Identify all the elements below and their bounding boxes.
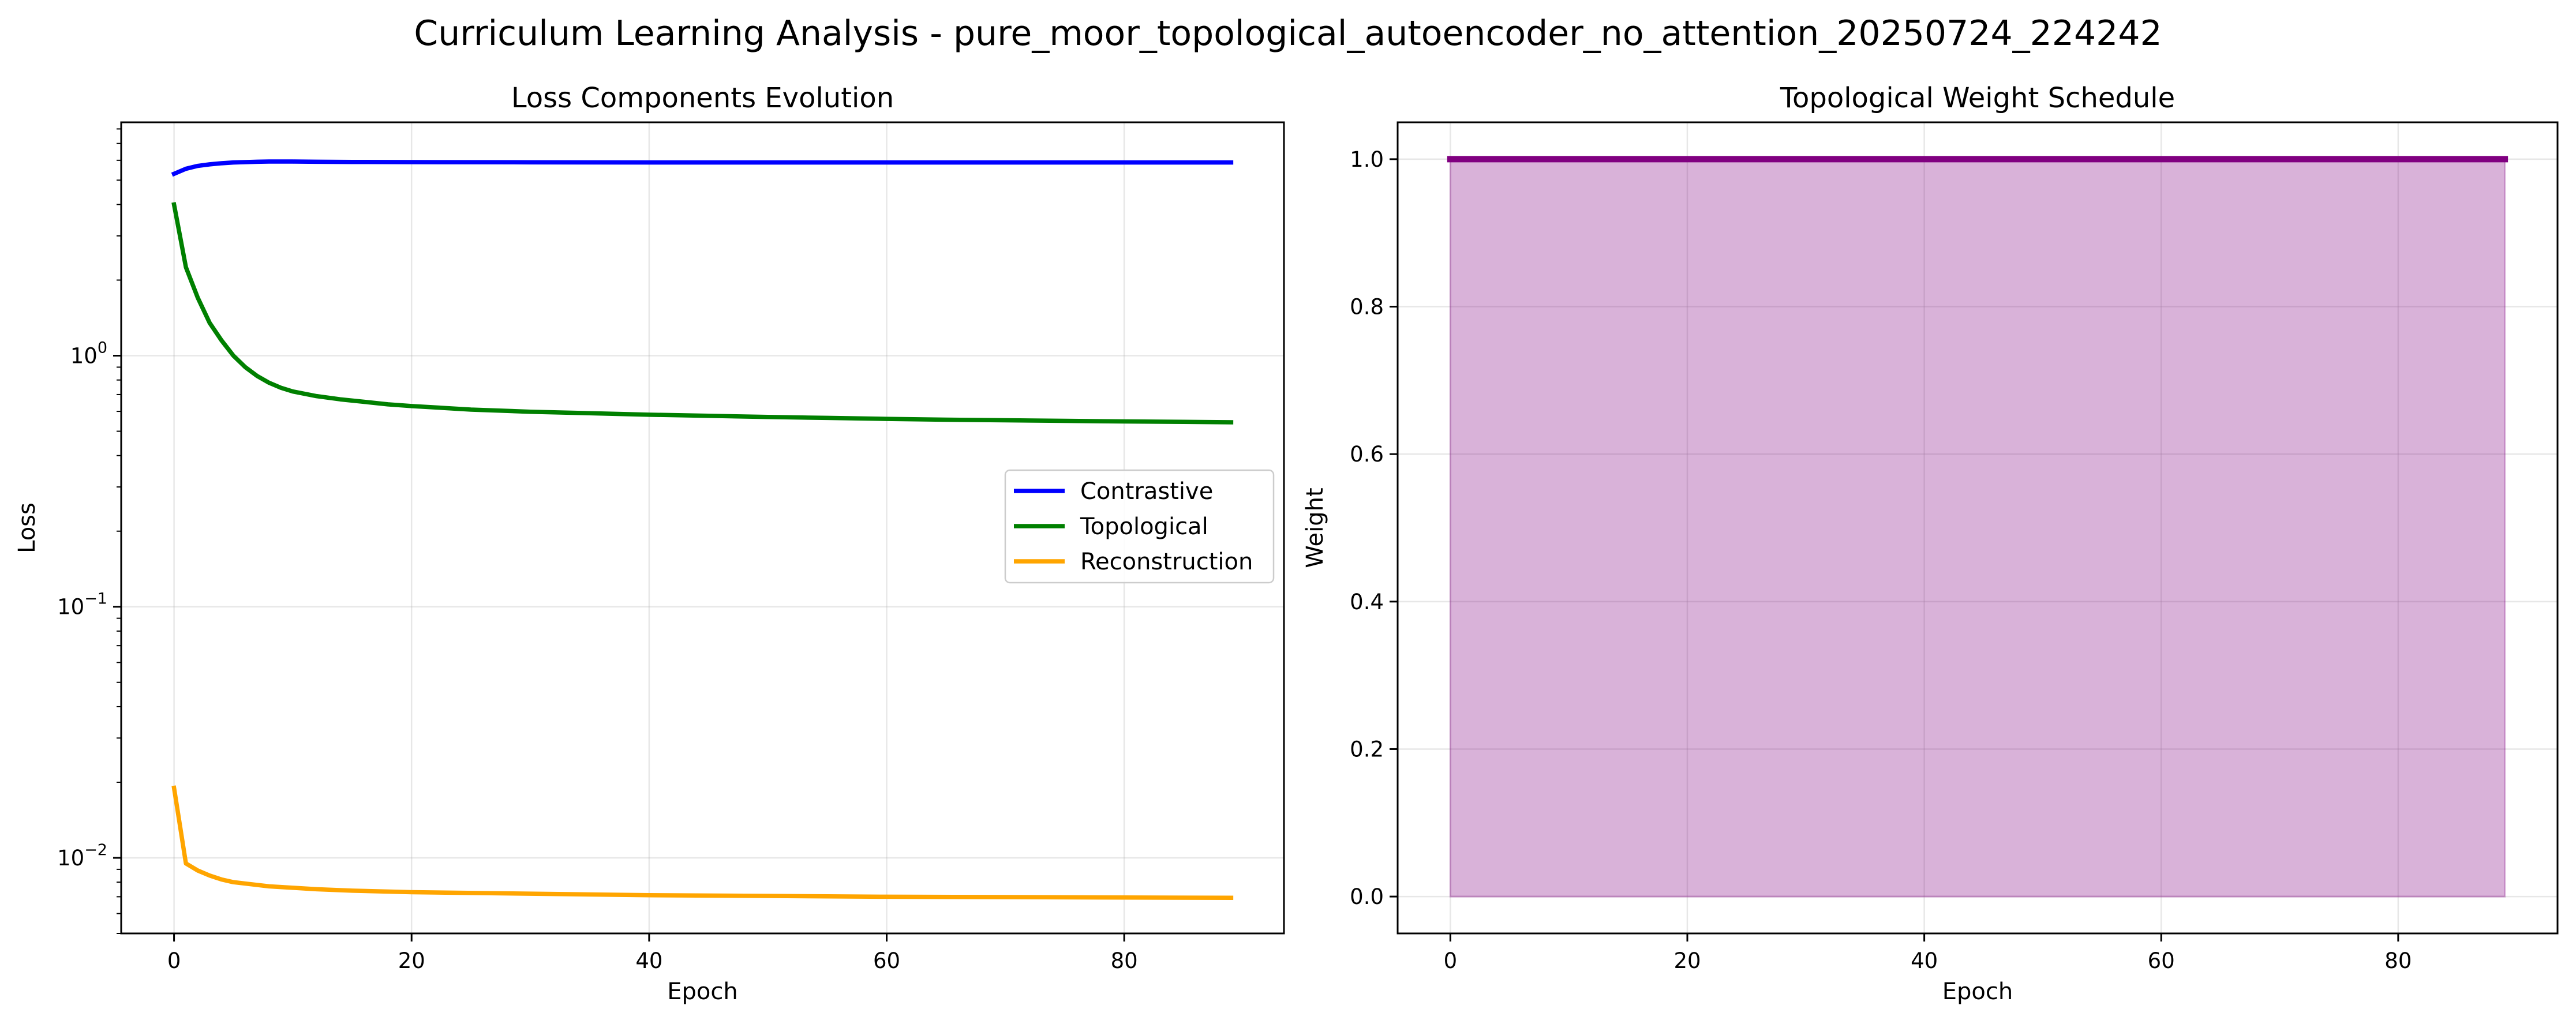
x-tick-label: 40: [1911, 948, 1938, 973]
x-axis-label: Epoch: [1942, 978, 2013, 1005]
y-tick-exponent: −2: [84, 841, 107, 859]
x-tick-label: 20: [1673, 948, 1701, 973]
x-tick-label: 80: [2384, 948, 2412, 973]
y-tick-base: 10: [57, 846, 84, 871]
weight-schedule-panel: 0 20 40 60 80 0.0 0.2 0.4 0.6 0.8 1.0 Topological W…: [1302, 82, 2559, 1005]
legend-box: [1004, 469, 1275, 584]
y-axis-label: Weight: [1302, 487, 1328, 568]
subplot-title: Loss Components Evolution: [511, 82, 894, 114]
y-axis-label: Loss: [14, 502, 40, 553]
topological-line: [171, 202, 1234, 425]
y-tick-label: 10−1: [57, 590, 107, 620]
y-tick-label: 0.2: [1350, 737, 1384, 762]
x-tick-label: 80: [1111, 948, 1138, 973]
y-tick-label: 0.4: [1350, 590, 1384, 614]
y-tick-label: 0.6: [1350, 442, 1384, 467]
legend-label: Reconstruction: [1080, 549, 1253, 575]
plot-frame: [120, 121, 1285, 935]
weight-area-fill: [1449, 158, 2506, 898]
legend-label: Contrastive: [1080, 478, 1213, 505]
x-tick-label: 40: [635, 948, 662, 973]
y-tick-label: 0.0: [1350, 884, 1384, 909]
figure-title: Curriculum Learning Analysis - pure_moor…: [414, 13, 2162, 54]
x-tick-label: 60: [873, 948, 900, 973]
x-tick-label: 60: [2148, 948, 2175, 973]
reconstruction-line: [171, 785, 1234, 901]
x-tick-label: 20: [398, 948, 425, 973]
x-tick-label: 0: [167, 948, 181, 973]
contrastive-line: [171, 159, 1234, 177]
x-axis-label: Epoch: [667, 978, 737, 1005]
y-tick-label: 1.0: [1350, 147, 1384, 172]
y-tick-base: 10: [70, 344, 98, 369]
x-tick-label: 0: [1444, 948, 1458, 973]
y-tick-label: 10−2: [57, 841, 107, 871]
y-tick-base: 10: [57, 595, 84, 620]
y-tick-exponent: 0: [98, 339, 107, 357]
plot-frame: [1396, 121, 2559, 935]
legend-label: Topological: [1080, 513, 1208, 540]
subplot-title: Topological Weight Schedule: [1780, 82, 2175, 114]
y-tick-label: 0.8: [1350, 295, 1384, 320]
y-tick-label: 100: [70, 339, 107, 369]
y-tick-exponent: −1: [84, 590, 107, 608]
